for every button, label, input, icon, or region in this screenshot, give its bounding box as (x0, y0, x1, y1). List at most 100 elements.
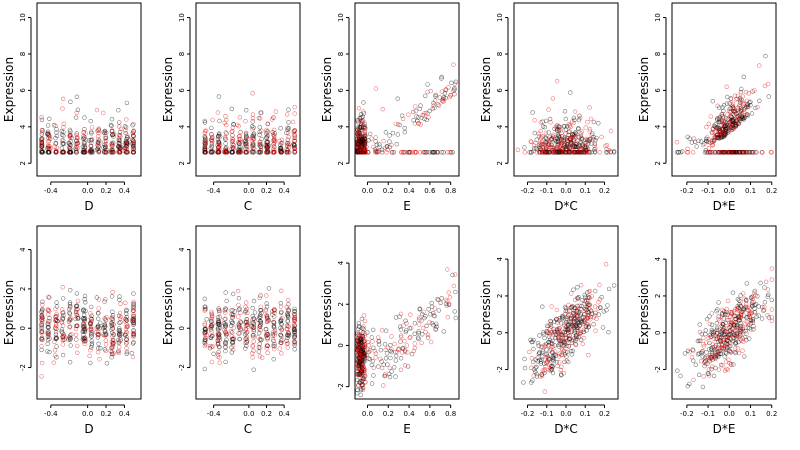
data-point (528, 150, 534, 155)
data-point (257, 129, 262, 135)
data-point (755, 104, 760, 110)
data-point (562, 304, 568, 310)
data-point (39, 144, 44, 149)
data-point (752, 303, 757, 308)
data-point (556, 133, 562, 139)
data-point (359, 336, 364, 342)
data-point (522, 365, 528, 371)
data-point (579, 129, 585, 134)
data-point (54, 133, 60, 139)
x-axis-title: D (84, 422, 93, 436)
data-point (725, 312, 730, 317)
x-tick-label: 0.1 (580, 187, 591, 195)
data-point (405, 364, 411, 369)
data-point (362, 356, 367, 361)
data-point (765, 313, 770, 318)
y-tick-label: 4 (337, 124, 345, 129)
data-point (418, 122, 423, 127)
data-point (73, 115, 79, 120)
data-point (728, 362, 734, 367)
plot-frame (195, 225, 301, 400)
data-point (366, 343, 372, 348)
data-point (47, 336, 52, 341)
data-point (209, 138, 215, 144)
data-point (674, 140, 679, 145)
data-point (73, 332, 79, 337)
data-point (414, 114, 419, 119)
data-point (697, 322, 702, 327)
data-point (285, 127, 290, 132)
data-point (710, 143, 715, 148)
data-point (215, 315, 221, 320)
data-point (47, 134, 52, 139)
data-point (222, 308, 228, 313)
data-point (718, 132, 724, 137)
data-point (377, 142, 382, 147)
data-point (264, 135, 269, 140)
data-point (745, 322, 751, 327)
data-point (559, 335, 565, 340)
x-axis-title: D*E (713, 199, 736, 213)
scatter-points (39, 285, 136, 379)
data-point (528, 139, 533, 144)
data-point (550, 150, 555, 155)
data-point (699, 349, 704, 355)
data-point (716, 354, 721, 359)
x-tick-label: 0.0 (560, 410, 571, 418)
x-tick-label: 0.2 (100, 187, 111, 195)
data-point (358, 122, 364, 128)
data-point (81, 317, 87, 322)
data-point (592, 304, 598, 309)
data-point (116, 350, 122, 356)
data-point (558, 367, 563, 372)
data-point (53, 306, 58, 312)
data-point (94, 107, 100, 113)
data-point (369, 362, 374, 368)
data-point (387, 365, 392, 371)
data-point (378, 347, 383, 353)
data-point (573, 150, 579, 155)
data-point (244, 140, 249, 145)
y-tick-label: 8 (178, 52, 186, 56)
data-point (39, 115, 44, 120)
data-point (707, 150, 713, 155)
data-point (272, 325, 277, 330)
data-point (694, 144, 699, 149)
data-point (384, 150, 389, 155)
plot-frame (671, 2, 777, 177)
data-point (356, 120, 361, 125)
data-point (551, 332, 556, 337)
data-point (373, 150, 378, 155)
data-point (66, 307, 72, 312)
data-point (95, 333, 101, 338)
data-point (292, 341, 297, 346)
data-point (400, 350, 405, 355)
data-point (230, 312, 236, 318)
data-point (118, 314, 124, 319)
y-axis-title: Expression (479, 57, 493, 122)
data-point (676, 150, 681, 155)
data-point (543, 146, 549, 152)
data-point (568, 349, 574, 354)
data-point (272, 140, 277, 145)
data-point (443, 95, 448, 101)
data-point (398, 356, 404, 361)
data-point (441, 150, 446, 155)
data-point (230, 150, 235, 155)
data-point (74, 141, 80, 147)
data-point (286, 130, 291, 135)
data-point (572, 297, 578, 302)
data-point (60, 96, 66, 102)
data-point (566, 344, 571, 349)
y-tick-label: 4 (496, 256, 504, 261)
data-point (564, 308, 570, 313)
data-point (742, 354, 747, 359)
data-point (110, 343, 115, 348)
data-point (528, 365, 534, 370)
data-point (203, 329, 209, 334)
data-point (131, 129, 136, 134)
data-point (60, 310, 65, 316)
scatter-points (39, 94, 136, 155)
data-point (401, 150, 406, 155)
data-point (765, 81, 771, 87)
